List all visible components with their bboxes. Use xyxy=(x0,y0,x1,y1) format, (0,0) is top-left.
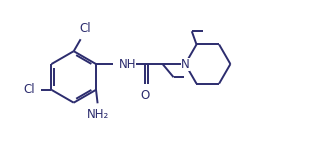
Text: Cl: Cl xyxy=(23,83,35,96)
Text: N: N xyxy=(181,58,190,70)
Text: NH₂: NH₂ xyxy=(87,108,109,121)
Text: O: O xyxy=(141,89,150,102)
Text: Cl: Cl xyxy=(79,22,91,35)
Text: N: N xyxy=(181,58,190,70)
Text: NH: NH xyxy=(119,58,136,70)
